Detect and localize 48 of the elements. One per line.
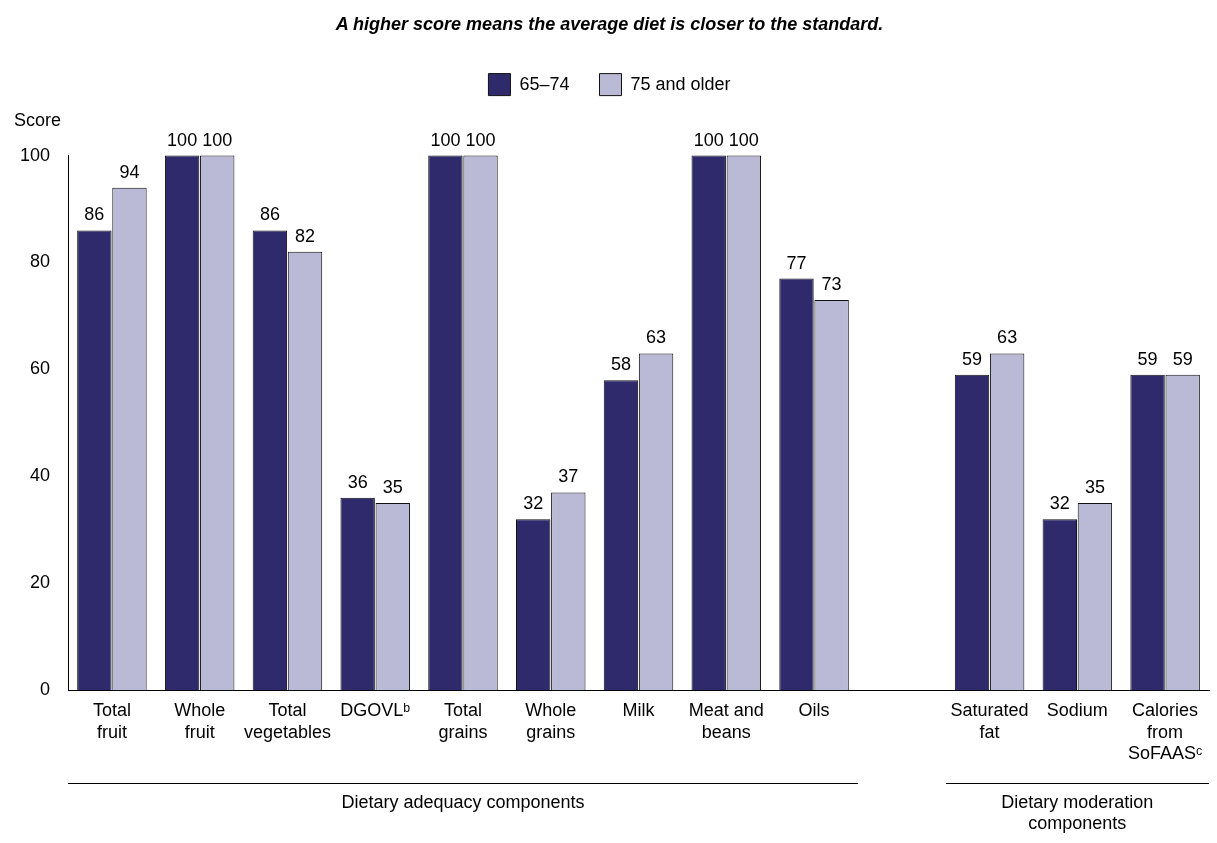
data-label: 86 bbox=[84, 204, 105, 225]
data-label: 35 bbox=[382, 477, 403, 498]
y-tick-label: 0 bbox=[40, 679, 51, 700]
data-label: 100 bbox=[430, 129, 461, 150]
x-tick-label: Oils bbox=[798, 699, 830, 720]
data-label: 73 bbox=[821, 273, 842, 294]
data-label: 36 bbox=[347, 471, 368, 492]
y-tick-label: 100 bbox=[19, 144, 51, 165]
x-tick-label: Whole grains bbox=[525, 699, 577, 742]
y-axis-title: Score bbox=[14, 109, 62, 130]
data-label: 37 bbox=[558, 466, 579, 487]
data-label: 100 bbox=[728, 129, 759, 150]
data-label: 100 bbox=[167, 129, 198, 150]
data-label: 100 bbox=[693, 129, 724, 150]
data-label: 32 bbox=[1049, 493, 1070, 514]
legend-label: 65–74 bbox=[519, 73, 570, 94]
x-tick-label: Total fruit bbox=[92, 699, 131, 742]
y-tick-label: 20 bbox=[30, 572, 51, 593]
data-label: 59 bbox=[1137, 348, 1158, 369]
data-label: 100 bbox=[202, 129, 233, 150]
chart-title: A higher score means the average diet is closer to the standard. bbox=[334, 13, 884, 34]
data-label: 94 bbox=[119, 161, 140, 182]
text: Dietary adequacy components bbox=[340, 792, 586, 813]
x-tick-label: Saturated fat bbox=[950, 699, 1029, 742]
x-tick-label: Whole fruit bbox=[174, 699, 226, 742]
y-tick-label: 80 bbox=[30, 251, 51, 272]
data-label: 32 bbox=[523, 493, 544, 514]
data-label: 86 bbox=[259, 204, 280, 225]
x-tick-label: Calories from SoFAASᶜ bbox=[1127, 699, 1203, 764]
data-label: 59 bbox=[962, 348, 983, 369]
x-tick-label: Milk bbox=[622, 699, 656, 720]
x-tick-label: Total grains bbox=[438, 699, 488, 742]
data-label: 63 bbox=[646, 327, 667, 348]
data-label: 77 bbox=[786, 252, 807, 273]
text: Dietary moderation components bbox=[1000, 792, 1155, 834]
data-label: 82 bbox=[294, 225, 316, 246]
data-label: 58 bbox=[610, 354, 631, 375]
x-tick-label: DGOVLᵇ bbox=[340, 699, 411, 720]
data-label: 100 bbox=[465, 129, 496, 150]
x-tick-label: Total vegetables bbox=[243, 699, 331, 742]
data-label: 59 bbox=[1172, 348, 1193, 369]
legend-label: 75 and older bbox=[630, 73, 731, 94]
y-tick-label: 60 bbox=[30, 358, 51, 379]
data-label: 63 bbox=[997, 327, 1018, 348]
x-tick-label: Meat and beans bbox=[688, 699, 764, 742]
x-tick-label: Sodium bbox=[1046, 699, 1108, 720]
y-tick-label: 40 bbox=[30, 465, 51, 486]
data-label: 35 bbox=[1084, 477, 1105, 498]
